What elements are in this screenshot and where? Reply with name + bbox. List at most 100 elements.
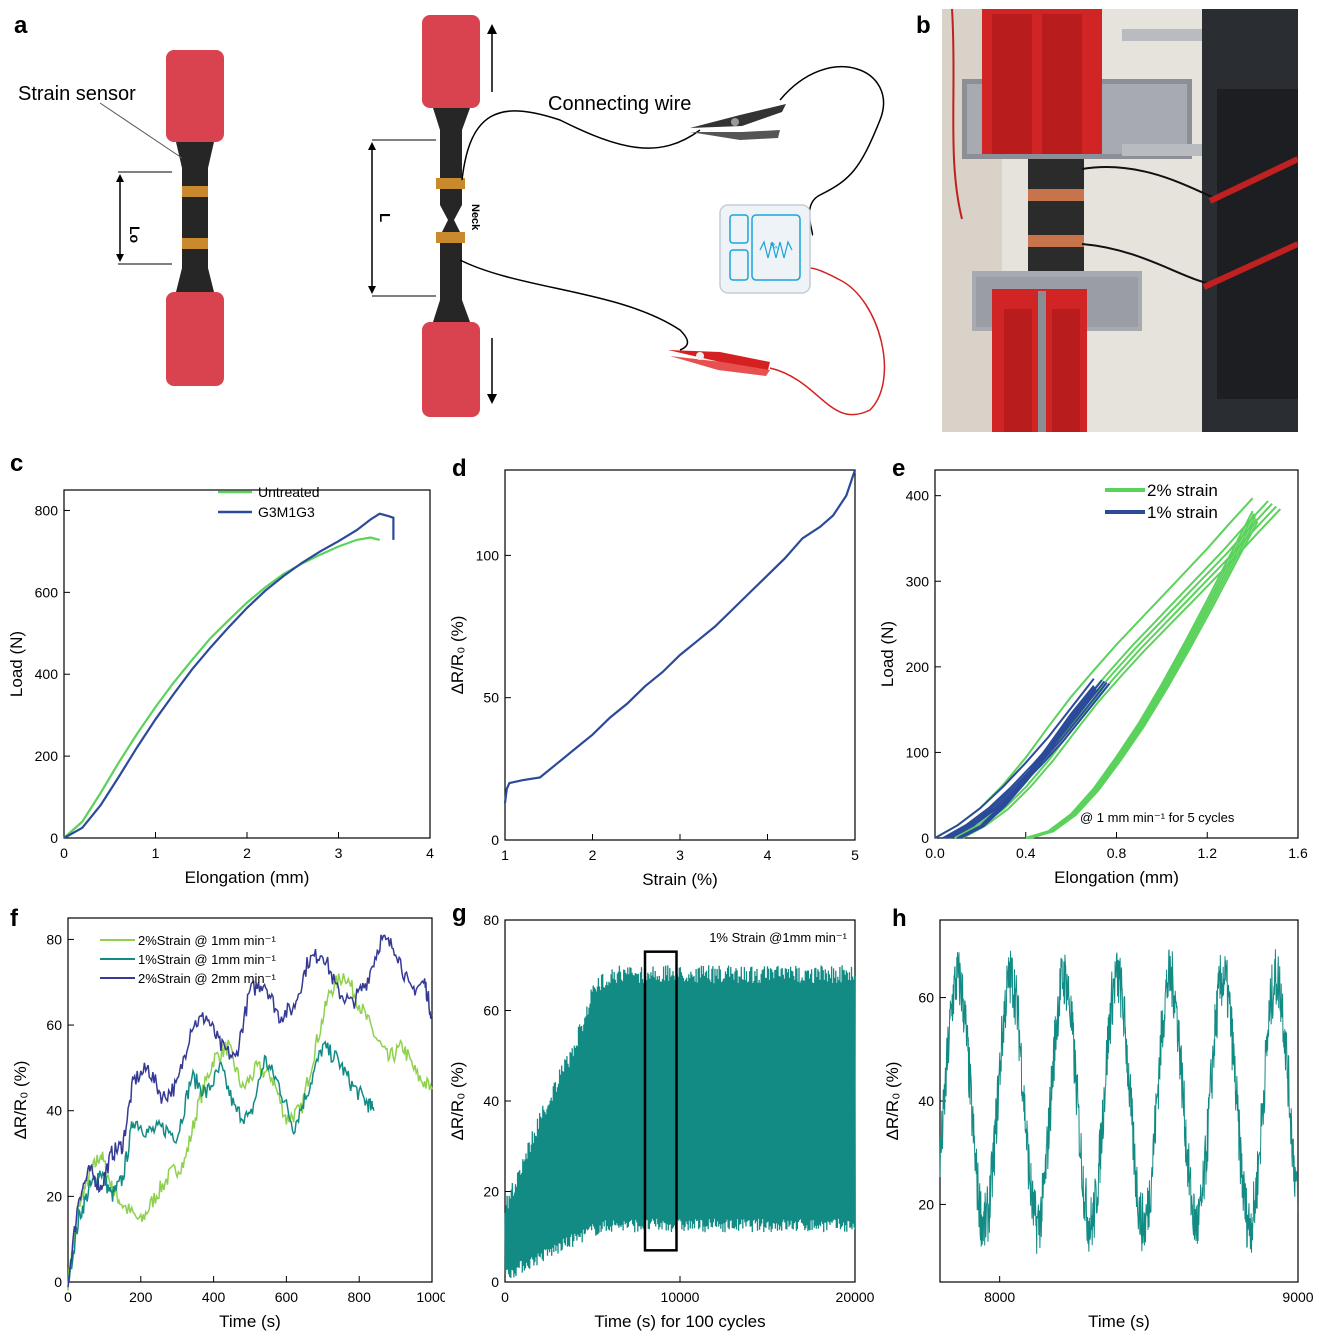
chart-e: 0.0 0.4 0.8 1.2 1.6 0 100 200 300 400 Elongation (… — [878, 469, 1308, 887]
plot-frame — [934, 469, 1299, 839]
x-tick-label: 0 — [501, 1289, 509, 1305]
y-tick-label: 40 — [918, 1093, 934, 1109]
y-tick-label: 20 — [918, 1196, 934, 1212]
y-tick-label: 200 — [35, 748, 59, 764]
loading-curve — [958, 505, 1277, 839]
black-wire — [461, 110, 701, 181]
series-line-g3m1g3 — [63, 512, 395, 839]
black-alligator-clip — [690, 104, 786, 140]
y-axis-label: ΔR/R₀ (%) — [448, 616, 467, 695]
unloading-curve — [1026, 513, 1255, 839]
y-axis-label: ΔR/R₀ (%) — [11, 1061, 30, 1140]
strain-sensor-label: Strain sensor — [18, 83, 136, 105]
x-axis-label: Time (s) for 100 cycles — [594, 1312, 765, 1331]
stretched-specimen — [368, 15, 497, 417]
y-tick-label: 400 — [906, 488, 930, 504]
red-wire — [769, 267, 886, 416]
highlight-box — [643, 950, 678, 1252]
x-tick-label: 3 — [676, 847, 684, 863]
series-line-untreated — [63, 536, 380, 839]
series-line — [67, 973, 433, 1291]
x-tick-label: 9000 — [1282, 1289, 1313, 1305]
x-tick-label: 8000 — [984, 1289, 1015, 1305]
loading-curve — [947, 681, 1108, 839]
panel-label-f: f — [10, 905, 18, 932]
y-tick-label: 0 — [921, 830, 929, 846]
x-tick-label: 1000 — [416, 1289, 445, 1305]
x-tick-label: 2 — [589, 847, 597, 863]
y-tick-label: 100 — [906, 744, 930, 760]
unloading-curve — [1025, 510, 1254, 839]
panel-label-b: b — [916, 12, 931, 39]
unloading-curve — [1030, 521, 1259, 839]
loading-curve — [934, 678, 1095, 839]
x-tick-label: 200 — [129, 1289, 153, 1305]
x-axis-label: Elongation (mm) — [1054, 868, 1179, 887]
lo-label: Lo — [127, 226, 143, 243]
y-axis-label: ΔR/R₀ (%) — [883, 1062, 902, 1141]
black-wire — [779, 65, 885, 236]
legend-label: 2%Strain @ 2mm min⁻¹ — [138, 971, 276, 986]
series-line — [503, 469, 857, 804]
unloading-curve — [1029, 518, 1258, 839]
y-axis-label: ΔR/R₀ (%) — [448, 1062, 467, 1141]
panel-b-photo — [942, 9, 1298, 432]
x-tick-label: 600 — [275, 1289, 299, 1305]
y-axis-label: Load (N) — [7, 631, 26, 697]
panel-label-h: h — [892, 905, 907, 932]
x-tick-label: 1.2 — [1198, 845, 1218, 861]
legend-label: 1%Strain @ 1mm min⁻¹ — [138, 952, 276, 967]
neck-label: Neck — [469, 204, 481, 231]
chart-g: 0 10000 20000 0 20 40 60 80 Time (s) for 100 cyc… — [448, 912, 875, 1331]
panel-label-d: d — [452, 455, 467, 482]
y-tick-label: 80 — [46, 931, 62, 947]
y-tick-label: 50 — [483, 690, 499, 706]
panel-label-c: c — [10, 450, 24, 477]
y-tick-label: 0 — [54, 1274, 62, 1290]
chart-f: 0 200 400 600 800 1000 0 20 40 60 80 Time (s) ΔR/R₀ … — [11, 917, 445, 1331]
x-tick-label: 1 — [152, 845, 160, 861]
x-axis-label: Time (s) — [1088, 1312, 1150, 1331]
y-tick-label: 600 — [35, 584, 59, 600]
series-line — [939, 949, 1299, 1254]
x-tick-label: 400 — [202, 1289, 226, 1305]
y-tick-label: 80 — [483, 912, 499, 928]
y-axis-label: Load (N) — [878, 621, 897, 687]
panel-label-g: g — [452, 900, 467, 927]
x-tick-label: 10000 — [661, 1289, 700, 1305]
x-tick-label: 20000 — [836, 1289, 875, 1305]
y-tick-label: 0 — [50, 830, 58, 846]
x-tick-label: 4 — [426, 845, 434, 861]
series-line — [504, 965, 856, 1279]
relaxed-specimen — [99, 50, 224, 386]
x-tick-label: 800 — [348, 1289, 372, 1305]
x-tick-label: 0 — [64, 1289, 72, 1305]
plot-frame — [67, 917, 433, 1283]
x-axis-label: Strain (%) — [642, 870, 718, 889]
black-wire — [459, 259, 689, 351]
chart-c: 0 1 2 3 4 0 200 400 600 800 Elongation (mm) Load (N… — [7, 484, 434, 887]
y-tick-label: 300 — [906, 573, 930, 589]
legend-label: 2%Strain @ 1mm min⁻¹ — [138, 933, 276, 948]
x-tick-label: 0.8 — [1107, 845, 1127, 861]
y-tick-label: 0 — [491, 1274, 499, 1290]
x-axis-label: Elongation (mm) — [185, 868, 310, 887]
y-tick-label: 40 — [483, 1093, 499, 1109]
x-tick-label: 1.6 — [1288, 845, 1308, 861]
y-tick-label: 20 — [46, 1188, 62, 1204]
y-tick-label: 60 — [46, 1017, 62, 1033]
x-tick-label: 3 — [335, 845, 343, 861]
y-tick-label: 800 — [35, 502, 59, 518]
specimen-photo — [1028, 159, 1084, 279]
panel-label-a: a — [14, 12, 28, 39]
l-label: L — [376, 213, 393, 222]
x-tick-label: 0 — [60, 845, 68, 861]
x-tick-label: 0.4 — [1016, 845, 1036, 861]
legend-label: G3M1G3 — [258, 504, 315, 520]
legend-label: 2% strain — [1147, 481, 1218, 500]
y-tick-label: 60 — [918, 990, 934, 1006]
panel-label-e: e — [892, 455, 906, 482]
x-tick-label: 0.0 — [925, 845, 945, 861]
legend-label: 1% strain — [1147, 503, 1218, 522]
